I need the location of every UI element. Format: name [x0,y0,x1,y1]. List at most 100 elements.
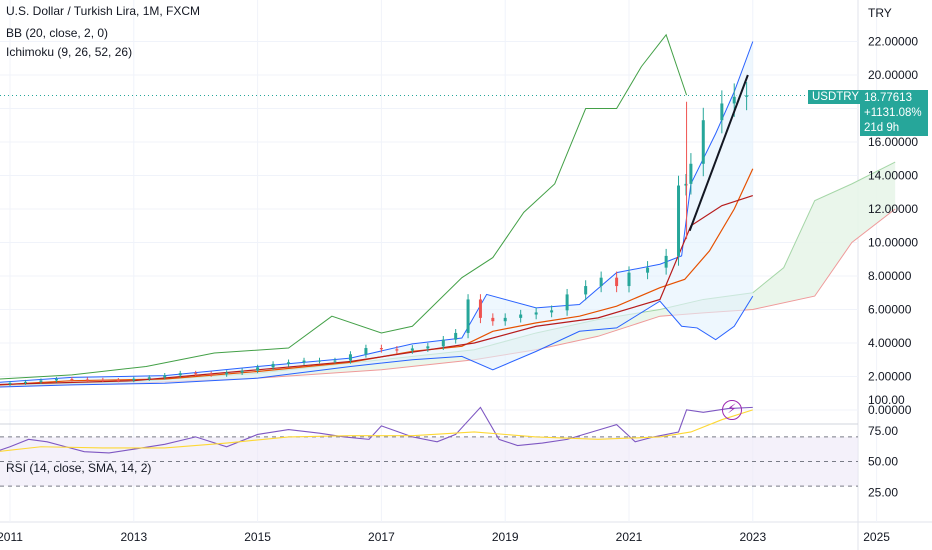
candle-body [256,367,260,371]
candle-body [584,286,588,295]
rsi-axis[interactable]: 100.00 75.00 50.00 25.00 [868,393,905,499]
candle-body [70,379,74,381]
time-axis[interactable]: 2011 2013 2015 2017 2019 2021 2023 2025 [0,530,890,544]
candle-body [333,360,337,362]
candle-body [8,382,12,385]
indicator-lines [0,33,754,388]
last-price: 18.77613 [864,92,912,104]
rsi-pane [0,406,858,487]
candle-body [677,185,681,256]
lightning-icon[interactable]: ⚡ [722,400,742,420]
bar-countdown: 21d 9h [864,122,900,134]
candle-body [147,377,151,379]
candle-body [116,380,120,382]
candle-body [441,339,445,347]
candle-body [23,381,27,383]
candle-body [379,348,383,350]
candle-body [54,379,58,381]
bb-fill [0,41,753,387]
candle-body [466,299,470,333]
candle-body [395,349,399,351]
candle-body [163,375,167,378]
candle-body [101,379,105,381]
candle-body [240,370,244,373]
bb-upper [0,41,754,383]
candle-body [410,348,414,351]
rsi-tick-label: 25.00 [868,485,898,499]
candle-body [178,373,182,376]
price-tick-label: 14.00000 [868,169,918,183]
candle-body [287,362,291,364]
candle-body [732,96,736,104]
candle-body [491,317,495,322]
candle-body [627,272,631,287]
price-tick-label: 8.00000 [868,269,912,283]
price-tick-label: 2.00000 [868,370,912,384]
price-tick-label: 20.00000 [868,68,918,82]
price-tick-label: 10.00000 [868,236,918,250]
price-change: +1131.08% [864,107,922,119]
candle-body [745,95,749,97]
candle-body [364,348,368,355]
chikou-span [0,33,688,380]
user-trendline[interactable] [688,74,749,232]
symbol-badge: USDTRY [808,90,864,104]
candle-body [599,277,603,287]
candle-body [85,379,89,381]
kijun-sen [0,195,753,386]
time-tick-label: 2013 [120,530,147,544]
time-tick-label: 2021 [616,530,643,544]
candle-body [454,332,458,340]
candle-body [519,314,523,318]
candle-body [318,360,321,362]
candle-body [225,372,229,375]
time-tick-label: 2011 [0,530,23,544]
candle-body [132,378,136,381]
candle-body [664,255,668,268]
candle-body [271,363,275,368]
rsi-tick-label: 100.00 [868,393,905,407]
candle-body [684,183,688,186]
time-tick-label: 2025 [863,530,890,544]
candle-body [209,373,213,375]
time-tick-label: 2023 [739,530,766,544]
price-tick-label: 6.00000 [868,303,912,317]
trend-line [688,74,749,232]
bb-lower [0,295,754,388]
candle-body [194,373,198,375]
rsi-ma-line [0,409,753,452]
currency-label: TRY [868,6,892,20]
rsi-legend[interactable]: RSI (14, close, SMA, 14, 2) [6,461,152,475]
time-tick-label: 2017 [368,530,395,544]
chart-title: U.S. Dollar / Turkish Lira, 1M, FXCM [6,4,201,18]
time-tick-label: 2015 [244,530,271,544]
rsi-tick-label: 75.00 [868,424,898,438]
price-tick-label: 16.00000 [868,135,918,149]
bb-legend[interactable]: BB (20, close, 2, 0) [6,26,109,40]
candle-body [39,380,43,382]
candle-body [302,360,306,363]
last-price-badge: 18.77613 +1131.08% 21d 9h [860,90,928,136]
bollinger-band-fill [0,41,753,387]
candle-body [503,317,507,322]
candle-body [565,294,569,311]
candle-body [348,354,352,361]
rsi-line [0,406,753,454]
candle-body [720,103,724,121]
candle-series [8,82,749,386]
price-tick-label: 12.00000 [868,202,918,216]
price-axis[interactable]: 22.0000020.0000018.0000016.0000014.00000… [868,35,918,418]
candle-body [534,312,538,315]
candle-body [550,310,554,313]
candle-body [615,277,619,287]
candle-body [646,267,650,273]
price-tick-label: 0.00000 [868,403,912,417]
ichimoku-legend[interactable]: Ichimoku (9, 26, 52, 26) [6,45,133,59]
candle-body [701,120,705,164]
price-tick-label: 22.00000 [868,35,918,49]
candle-body [689,163,693,184]
candle-body [426,346,430,349]
rsi-tick-label: 50.00 [868,455,898,469]
price-tick-label: 4.00000 [868,336,912,350]
